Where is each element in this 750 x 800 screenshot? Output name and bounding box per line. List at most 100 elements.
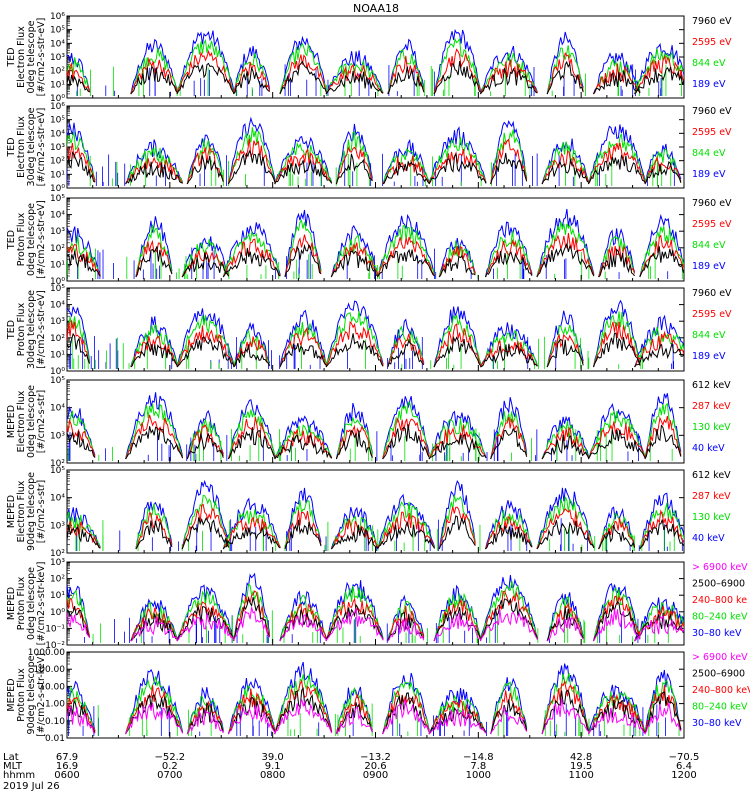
data-traces (67, 299, 684, 369)
bottom-tick-lat: 67.9 (56, 752, 78, 763)
series-line-1 (67, 138, 682, 185)
series-line-1 (67, 414, 682, 460)
bottom-tick-mlt: 20.6 (364, 761, 386, 772)
y-axis-label: TEDElectron Flux0deg telescope[#/cm2-s-s… (6, 18, 47, 97)
y-tick-label: 10⁴ (50, 39, 65, 49)
bottom-tick-mlt: 16.9 (56, 761, 78, 772)
series-line-0 (67, 698, 682, 735)
bottom-tick-hhmm: 1200 (671, 770, 696, 781)
y-tick-label: 10² (50, 244, 65, 254)
y-tick-label: 1.00 (45, 700, 65, 710)
y-tick-label: 10⁶ (50, 12, 65, 22)
y-tick-label: 10² (50, 549, 65, 559)
y-axis-label-line: [#/cm2-s-str] (36, 390, 47, 453)
y-tick-label: 10⁵ (50, 284, 65, 294)
bottom-tick-lat: −70.5 (669, 752, 700, 763)
y-axis-label-line: Proton Flux (16, 302, 27, 356)
y-tick-label: 10³ (50, 558, 65, 568)
y-axis-label: TEDProton Flux30deg telescope[#/cm2-s-st… (6, 290, 47, 369)
y-axis-label-line: Electron Flux (16, 116, 27, 178)
y-axis-label: TEDProton Flux0deg telescope[#/cm2-s-str… (6, 200, 47, 279)
bottom-tick-mlt: 19.5 (570, 761, 592, 772)
y-axis-label-line: [#/cm2-s-str-keV] (36, 653, 47, 737)
legend-entry: 130 keV (692, 512, 731, 523)
bottom-row-label-hhmm: hhmm (3, 770, 35, 781)
legend-entry: 189 eV (692, 169, 726, 180)
legend-entry: 80–240 keV (692, 612, 748, 623)
y-axis-label-line: Electron Flux (16, 390, 27, 452)
y-axis-label-line: [#/cm2-s-str-eV] (36, 18, 47, 97)
y-tick-label: 10⁴ (50, 211, 65, 221)
legend-entry: 40 keV (692, 533, 725, 544)
series-line-1 (67, 48, 684, 95)
y-axis-label-line: 30deg telescope (26, 290, 37, 369)
y-tick-label: 10⁰ (50, 367, 65, 377)
y-tick-label: 10⁰ (50, 94, 65, 104)
y-axis-label-line: Proton Flux (16, 212, 27, 266)
legend-entry: 2595 eV (692, 219, 732, 230)
bottom-tick-mlt: 7.8 (470, 761, 486, 772)
bottom-row-label-lat: Lat (3, 752, 19, 763)
data-traces (67, 116, 682, 186)
data-traces (67, 208, 684, 279)
legend-entry: 240–800 keV (692, 685, 750, 696)
y-axis-label: MEPEDProton Flux0deg telescope[#/cm2-s-s… (6, 562, 47, 646)
chart-title: NOAA18 (353, 2, 399, 15)
legend-entry: 2595 eV (692, 127, 732, 138)
series-line-0 (67, 424, 682, 460)
y-tick-label: 10⁴ (50, 404, 65, 414)
legend-entry: 189 eV (692, 79, 726, 90)
y-axis-label-line: 90deg telescope (26, 472, 37, 551)
series-line-1 (67, 320, 684, 368)
series-line-3 (67, 28, 684, 95)
legend-entry: 844 eV (692, 58, 726, 69)
y-axis-label: TEDElectron Flux30deg telescope[#/cm2-s-… (6, 107, 47, 186)
y-axis-label-line: [#/cm2-s-str-eV] (36, 200, 47, 279)
y-tick-label: 10⁵ (50, 376, 65, 386)
y-axis-label: MEPEDProton Flux90deg telescope[#/cm2-s-… (6, 653, 47, 737)
legend-entry: 240–800 ke (692, 595, 747, 606)
y-axis-label-line: MEPED (6, 587, 17, 620)
y-tick-label: 10⁻¹ (45, 624, 65, 634)
y-axis-label-line: [#/cm2-s-str] (36, 480, 47, 543)
legend-entry: 2500–6900 (692, 669, 745, 680)
y-tick-label: 10⁵ (50, 466, 65, 476)
bottom-tick-hhmm: 1000 (466, 770, 491, 781)
legend-entry: 844 eV (692, 330, 726, 341)
series-line-0 (67, 149, 682, 185)
y-axis-label-line: TED (6, 137, 17, 157)
y-axis-label-line: Proton Flux (16, 668, 27, 722)
legend-entry: 7960 eV (692, 288, 732, 299)
bottom-tick-mlt: 9.1 (265, 761, 281, 772)
data-traces (67, 392, 682, 461)
y-tick-label: 10⁴ (50, 129, 65, 139)
y-tick-label: 1000.00 (28, 648, 65, 658)
y-tick-label: 10³ (50, 317, 65, 327)
data-traces (67, 661, 682, 736)
bottom-tick-lat: 39.0 (262, 752, 284, 763)
y-axis-label-line: Proton Flux (16, 576, 27, 630)
y-tick-label: 10.00 (39, 682, 65, 692)
y-tick-label: 10² (50, 67, 65, 77)
y-tick-label: 10⁶ (50, 102, 65, 112)
legend-entry: 30–80 keV (692, 628, 742, 639)
data-traces (67, 479, 684, 551)
series-line-0 (67, 607, 684, 642)
data-traces (67, 572, 684, 643)
bottom-tick-mlt: 0.2 (162, 761, 178, 772)
y-tick-label: 10² (50, 575, 65, 585)
y-tick-label: 10¹ (50, 260, 65, 270)
y-axis-label-line: 0deg telescope (26, 385, 37, 458)
legend-entry: 7960 eV (692, 106, 732, 117)
y-tick-label: 10⁵ (50, 116, 65, 126)
legend-entry: 40 keV (692, 443, 725, 454)
y-axis-label-line: [#/cm2-s-str-eV] (36, 108, 47, 187)
legend-entry: > 6900 keV (692, 562, 748, 573)
y-axis-label: MEPEDElectron Flux90deg telescope[#/cm2-… (6, 472, 47, 551)
series-line-1 (67, 686, 682, 735)
